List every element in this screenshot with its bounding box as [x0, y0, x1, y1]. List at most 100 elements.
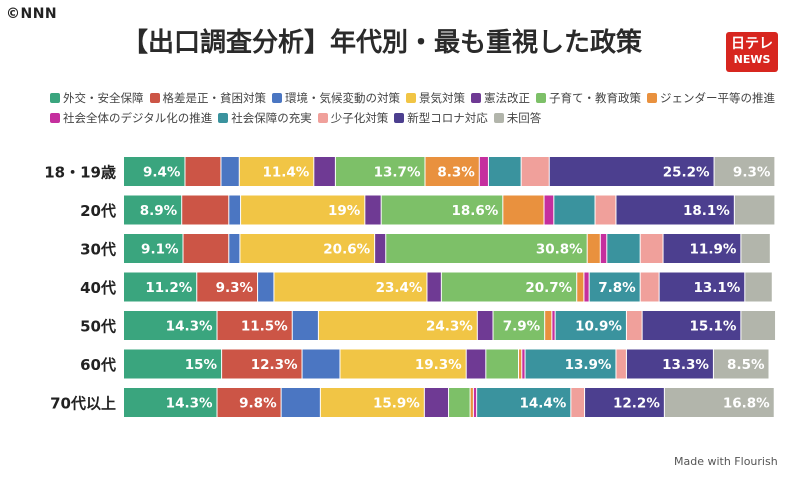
bar-segment: [318, 311, 477, 340]
category-label: 50代: [80, 318, 116, 336]
bar-segment: [522, 349, 525, 379]
data-label: 18.1%: [683, 203, 730, 219]
legend-item: 社会保障の充実: [218, 108, 312, 128]
bar-segment: [477, 388, 571, 417]
bar-segment: [217, 388, 281, 417]
data-label: 11.5%: [241, 319, 288, 335]
data-label: 8.5%: [727, 357, 765, 373]
bar-segment: [427, 272, 441, 302]
category-label: 70代以上: [50, 395, 116, 413]
bar-segment: [607, 234, 640, 263]
bar-segment: [281, 388, 320, 417]
bar-segment: [584, 272, 589, 302]
legend-label: 外交・安全保障: [63, 91, 144, 105]
bar-segment: [221, 157, 239, 186]
bar-segment: [335, 157, 425, 186]
data-label: 9.3%: [216, 280, 254, 296]
legend-row: 社会全体のデジタル化の推進 社会保障の充実 少子化対策 新型コロナ対応 未回答: [50, 108, 770, 128]
data-label: 9.8%: [239, 396, 277, 412]
bar-segment: [302, 349, 340, 379]
bar-segment: [521, 157, 549, 186]
legend-row: 外交・安全保障 格差是正・貧困対策 環境・気候変動の対策 景気対策 憲法改正 子育て・教育…: [50, 88, 775, 108]
data-label: 14.3%: [166, 396, 213, 412]
bar-segment: [381, 195, 503, 225]
legend-swatch: [406, 93, 416, 103]
bar-segment: [525, 349, 616, 379]
data-label: 11.4%: [262, 165, 309, 181]
data-label: 23.4%: [376, 280, 423, 296]
legend-item: 景気対策: [406, 88, 465, 108]
bar-segment: [425, 157, 479, 186]
data-label: 13.9%: [565, 357, 612, 373]
legend-swatch: [647, 93, 657, 103]
bar-segment: [554, 195, 595, 225]
logo-line-2: NEWS: [733, 53, 771, 66]
made-with-credit: Made with Flourish: [674, 455, 778, 468]
data-label: 13.3%: [662, 357, 709, 373]
data-label: 7.8%: [598, 280, 636, 296]
bar-segment: [222, 349, 302, 379]
bar-segment: [640, 272, 659, 302]
legend-label: 社会全体のデジタル化の推進: [63, 111, 213, 125]
bar-segment: [183, 234, 229, 263]
legend-swatch: [218, 113, 229, 123]
legend-item: 環境・気候変動の対策: [272, 88, 400, 108]
ntv-news-logo: 日テレ NEWS: [726, 32, 778, 72]
data-label: 13.1%: [693, 280, 740, 296]
category-label: 40代: [80, 279, 116, 297]
bar-segment: [124, 272, 197, 302]
legend-item: ジェンダー平等の推進: [647, 88, 775, 108]
bar-segment: [386, 234, 587, 263]
legend-label: 少子化対策: [330, 111, 389, 125]
data-label: 11.2%: [145, 280, 192, 296]
legend-label: 新型コロナ対応: [407, 111, 488, 125]
bar-segment: [473, 388, 477, 417]
bar-segment: [241, 195, 365, 225]
legend-item: 社会全体のデジタル化の推進: [50, 108, 212, 128]
bar-segment: [124, 157, 185, 186]
bar-segment: [365, 195, 381, 225]
bar-segment: [595, 195, 616, 225]
legend-label: ジェンダー平等の推進: [660, 91, 775, 105]
data-label: 12.2%: [613, 396, 660, 412]
bar-segment: [124, 195, 182, 225]
legend-label: 未回答: [506, 111, 542, 125]
legend-label: 憲法改正: [484, 91, 530, 105]
bar-segment: [229, 195, 241, 225]
bar-segment: [616, 195, 734, 225]
bar-segment: [488, 157, 521, 186]
bar-segment: [493, 311, 545, 340]
bar-segment: [466, 349, 486, 379]
copyright-mark: ©NNN: [6, 6, 58, 22]
bar-segment: [552, 311, 555, 340]
legend-item: 子育て・教育政策: [536, 88, 641, 108]
data-label: 18.6%: [451, 203, 498, 219]
bar-segment: [424, 388, 449, 417]
data-label: 19%: [328, 203, 361, 219]
bar-segment: [217, 311, 292, 340]
bar-segment: [741, 234, 770, 263]
legend-label: 社会保障の充実: [231, 111, 312, 125]
category-label: 20代: [80, 202, 116, 220]
data-label: 11.9%: [690, 242, 737, 258]
bar-segment: [745, 272, 772, 302]
legend-swatch: [317, 113, 328, 123]
bar-segment: [664, 388, 774, 417]
legend-swatch: [536, 93, 546, 103]
bar-segment: [626, 349, 713, 379]
data-label: 16.8%: [723, 396, 770, 412]
data-label: 8.3%: [437, 165, 475, 181]
data-label: 20.6%: [323, 242, 370, 258]
data-label: 13.7%: [374, 165, 421, 181]
data-label: 20.7%: [525, 280, 572, 296]
bar-segment: [549, 157, 714, 186]
data-label: 15.9%: [373, 396, 420, 412]
legend-label: 子育て・教育政策: [549, 91, 641, 105]
legend-swatch: [50, 93, 60, 103]
bar-segment: [544, 195, 554, 225]
bar-segment: [626, 311, 642, 340]
bar-segment: [185, 157, 221, 186]
bar-segment: [545, 311, 552, 340]
bar-segment: [229, 234, 240, 263]
legend-swatch: [272, 93, 282, 103]
